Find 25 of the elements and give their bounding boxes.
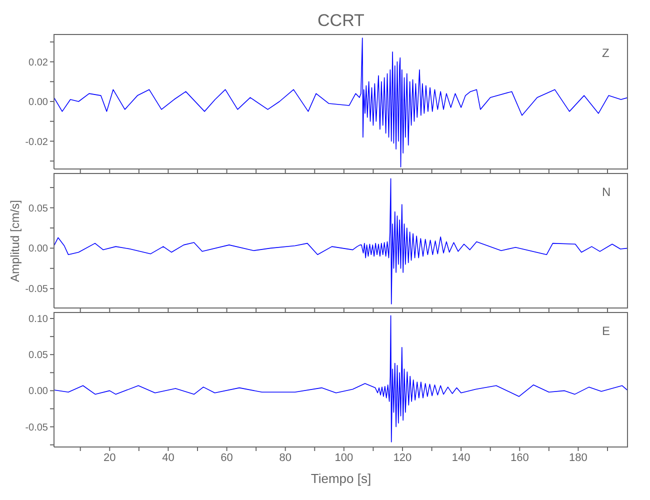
x-tick-label: 120 [393,452,412,464]
y-tick-label: 0.00 [28,97,48,108]
x-tick-label: 180 [569,452,588,464]
x-tick-label: 160 [510,452,529,464]
y-tick-label: 0.05 [28,203,48,214]
annotation: N [602,185,611,199]
y-axis-title: Amplitud [cm/s] [8,199,22,282]
x-tick-label: 140 [452,452,470,464]
annotation: Z [602,46,610,60]
chart-title: CCRT [316,10,366,32]
x-tick-label: 80 [279,452,292,464]
x-tick-label: 40 [162,452,174,464]
x-tick-label: 100 [334,452,354,464]
x-tick-label: 20 [104,452,116,464]
y-tick-label: 0.05 [28,350,48,362]
annotation: E [602,324,610,338]
x-tick-label: 60 [220,452,233,464]
y-tick-label: -0.02 [25,136,48,148]
y-tick-label: 0.02 [28,57,48,68]
y-tick-label: 0.00 [28,244,48,255]
y-tick-label: 0.00 [28,386,48,398]
y-tick-label: -0.05 [25,422,48,434]
x-axis-title: Tiempo [s] [310,471,372,486]
y-tick-label: -0.05 [25,284,48,296]
y-tick-label: 0.10 [28,314,48,326]
